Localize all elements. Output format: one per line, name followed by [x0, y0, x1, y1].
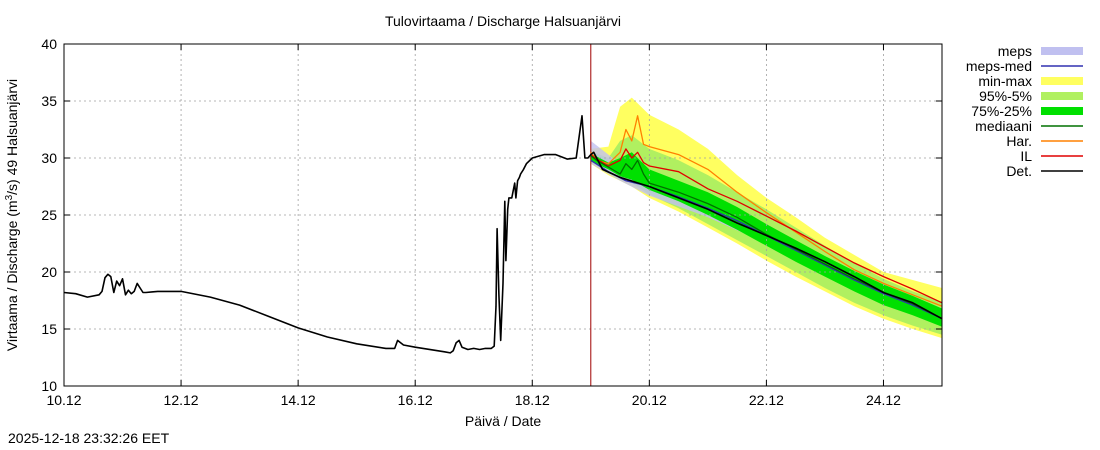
legend-swatch-meps: [1041, 47, 1083, 55]
x-axis-label: Päivä / Date: [465, 413, 541, 429]
y-axis-label-part1: Virtaama / Discharge (m: [4, 200, 20, 351]
legend-swatch-7525: [1041, 107, 1083, 115]
legend-label: meps-med: [966, 58, 1032, 74]
legend-label: mediaani: [975, 118, 1032, 134]
legend-layer: mepsmeps-medmin-max95%-5%75%-25%mediaani…: [966, 43, 1083, 179]
x-tick-label: 20.12: [632, 392, 667, 408]
y-tick-label: 25: [41, 207, 57, 223]
legend-swatch-minmax: [1041, 77, 1083, 85]
y-tick-label: 15: [41, 321, 57, 337]
legend-label: Har.: [1006, 133, 1032, 149]
legend-label: meps: [998, 43, 1032, 59]
x-tick-label: 22.12: [749, 392, 784, 408]
legend-label: 95%-5%: [979, 88, 1032, 104]
chart-title: Tulovirtaama / Discharge Halsuanjärvi: [385, 13, 621, 29]
series-mediaani: [590, 155, 943, 320]
x-tick-label: 12.12: [164, 392, 199, 408]
series-har: [590, 115, 943, 307]
y-tick-label: 10: [41, 378, 57, 394]
timestamp: 2025-12-18 23:32:26 EET: [8, 430, 170, 446]
y-axis-label-sup: 3: [4, 194, 15, 200]
y-axis-label: Virtaama / Discharge (m3/s) 49 Halsuanjä…: [4, 79, 20, 351]
y-tick-label: 30: [41, 150, 57, 166]
x-tick-label: 18.12: [515, 392, 550, 408]
legend-swatch-955: [1041, 92, 1083, 100]
x-tick-label: 14.12: [281, 392, 316, 408]
x-tick-label: 24.12: [866, 392, 901, 408]
y-tick-label: 20: [41, 264, 57, 280]
legend-label: IL: [1020, 148, 1032, 164]
x-tick-label: 10.12: [46, 392, 81, 408]
series-layer: [63, 115, 943, 354]
x-tick-label: 16.12: [398, 392, 433, 408]
legend-label: min-max: [978, 73, 1032, 89]
legend-label: Det.: [1006, 163, 1032, 179]
series-det: [63, 115, 943, 354]
axes-layer: 10 15 20 25 30 35 40 10.12 12.12 14.12 16.12 18.12 2…: [41, 36, 943, 408]
series-il: [590, 148, 943, 304]
y-axis-label-part2: /s) 49 Halsuanjärvi: [4, 79, 20, 195]
y-tick-label: 40: [41, 36, 57, 52]
series-mepsmed: [590, 159, 943, 320]
grid-layer: [64, 44, 942, 386]
legend-label: 75%-25%: [971, 103, 1032, 119]
bands-layer: [590, 97, 942, 339]
y-tick-label: 35: [41, 93, 57, 109]
